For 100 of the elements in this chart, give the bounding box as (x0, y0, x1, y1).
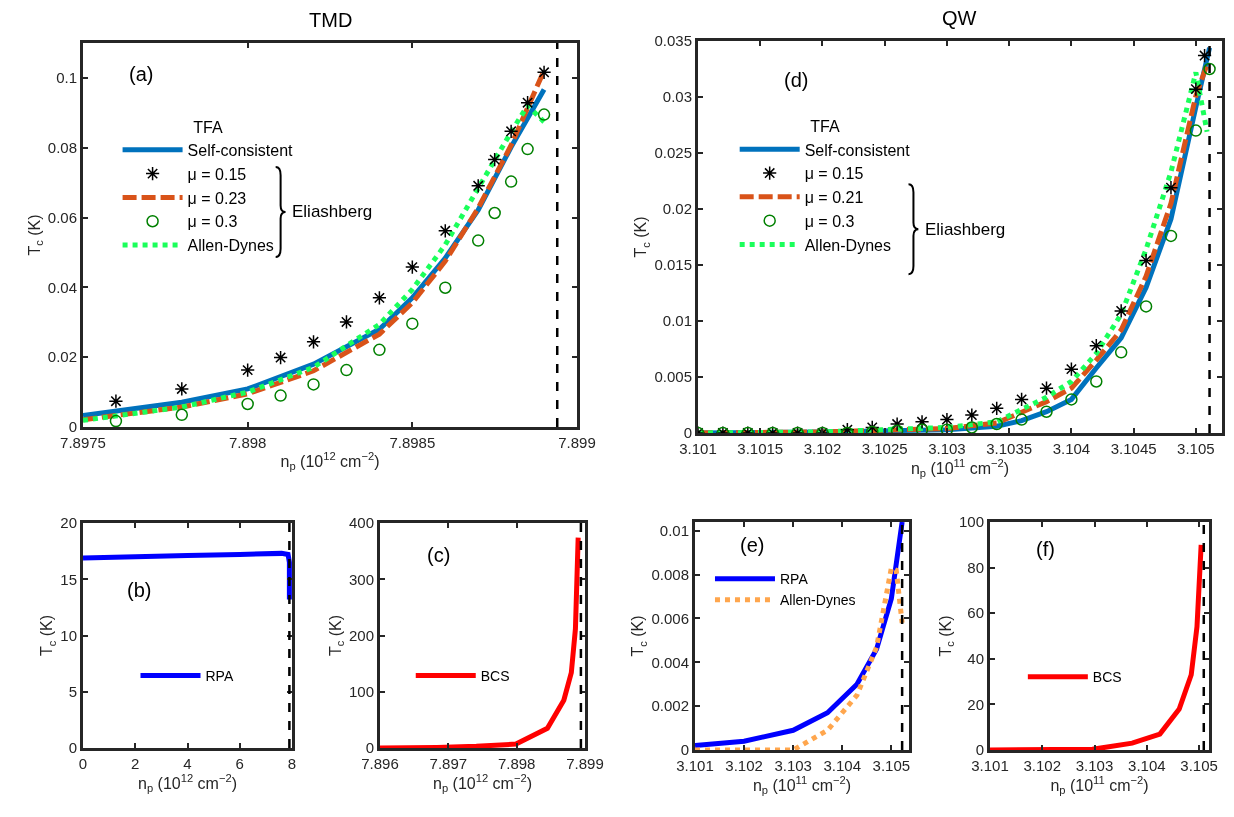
point (1090, 375, 1103, 388)
x-tick-label: 3.1045 (1110, 440, 1157, 457)
x-tick-label: 7.898 (228, 434, 267, 451)
point (1188, 81, 1204, 97)
legend-label: RPA (205, 668, 234, 685)
x-tick-label: 7.8985 (389, 434, 436, 451)
point (1163, 180, 1179, 196)
legend-label: μ = 0.15 (187, 165, 247, 183)
chart-title: TMD (309, 9, 353, 31)
point (1064, 361, 1079, 377)
y-tick-label: 0.015 (654, 256, 692, 274)
y-tick-label: 0.006 (651, 609, 689, 627)
point (488, 206, 501, 220)
annotation: (f) (1036, 538, 1055, 560)
x-axis-title: n$_{p}$ (10$^{11}$ cm$^{−2}$) (1050, 774, 1149, 797)
point (339, 314, 354, 330)
point (1189, 124, 1203, 137)
point (109, 414, 123, 427)
point (1139, 300, 1153, 313)
x-tick-label: 3.102 (803, 440, 842, 457)
point (372, 290, 387, 306)
y-tick-label: 0 (68, 739, 77, 757)
point (404, 259, 420, 275)
x-tick-label: 3.102 (725, 757, 763, 774)
point (1040, 405, 1053, 418)
point (1203, 62, 1216, 76)
x-axis-title: n$_{p}$ (10$^{11}$ cm$^{−2}$) (752, 774, 852, 797)
y-tick-label: 0 (975, 741, 984, 759)
point (965, 421, 979, 433)
y-tick-label: 40 (967, 650, 984, 668)
x-tick-label: 7.898 (497, 755, 536, 772)
point (989, 401, 1005, 416)
x-tick-label: 3.101 (971, 757, 1009, 774)
point (108, 393, 124, 409)
point (914, 414, 930, 430)
point (536, 64, 552, 80)
point (1113, 303, 1129, 319)
x-tick-label: 3.101 (679, 440, 717, 457)
legend-title: TFA (193, 118, 223, 136)
y-tick-label: 0.06 (47, 208, 77, 226)
x-tick-label: 7.896 (361, 755, 399, 772)
point (1164, 229, 1178, 243)
y-tick-label: 0.002 (651, 697, 689, 715)
point (1138, 253, 1154, 268)
annotation: (b) (127, 579, 152, 601)
y-tick-label: 60 (967, 604, 984, 622)
x-tick-label: 6 (235, 755, 244, 772)
point (1114, 346, 1128, 359)
legend-label: Allen-Dynes (804, 236, 891, 254)
x-tick-label: 3.103 (1075, 757, 1114, 774)
annotation: (c) (427, 544, 451, 566)
y-tick-label: 10 (60, 626, 77, 644)
point (537, 108, 551, 121)
x-tick-label: 3.103 (774, 757, 812, 774)
point (307, 378, 320, 391)
point (174, 381, 190, 397)
point (939, 412, 955, 427)
x-tick-label: 3.1015 (737, 440, 784, 457)
point (503, 123, 519, 139)
point (437, 223, 453, 239)
legend-label: RPA (779, 571, 809, 588)
legend-label: Allen-Dynes (187, 237, 274, 255)
legend-label: μ = 0.21 (804, 189, 864, 207)
y-tick-label: 5 (68, 683, 77, 700)
point (1039, 380, 1054, 396)
y-tick-label: 0 (68, 418, 77, 436)
point (1197, 48, 1212, 63)
point (240, 362, 256, 378)
point (889, 416, 905, 432)
y-tick-label: 80 (967, 558, 984, 576)
y-tick-label: 0.035 (654, 32, 692, 50)
annotation: Eliashberg (925, 220, 1006, 239)
point (274, 389, 287, 402)
point (439, 281, 452, 294)
point (964, 407, 980, 423)
x-tick-label: 3.105 (1180, 757, 1218, 774)
point (470, 178, 486, 194)
x-tick-label: 3.105 (1177, 440, 1215, 457)
point (273, 350, 288, 365)
x-tick-label: 3.104 (823, 757, 862, 774)
x-axis-title: n$_{p}$ (10$^{12}$ cm$^{−2}$) (432, 772, 533, 795)
y-tick-label: 15 (60, 570, 77, 588)
point (1088, 338, 1104, 353)
y-tick-label: 20 (967, 695, 984, 713)
x-tick-label: 7.8975 (60, 434, 106, 451)
x-tick-label: 3.104 (1052, 440, 1091, 457)
y-tick-label: 0.1 (56, 69, 77, 87)
point (915, 423, 929, 433)
x-tick-label: 7.899 (566, 755, 604, 772)
y-tick-label: 0.01 (659, 522, 689, 540)
y-tick-label: 0.008 (651, 565, 689, 583)
point (487, 152, 503, 167)
y-tick-label: 0.08 (47, 138, 77, 156)
point (1065, 393, 1078, 406)
y-tick-label: 0.04 (47, 278, 77, 296)
x-axis-title: n$_{p}$ (10$^{11}$ cm$^{−2}$) (910, 457, 1010, 480)
y-tick-label: 0.01 (662, 312, 692, 330)
x-tick-label: 7.899 (558, 434, 596, 451)
y-tick-label: 0.02 (662, 200, 692, 218)
point (406, 317, 419, 330)
